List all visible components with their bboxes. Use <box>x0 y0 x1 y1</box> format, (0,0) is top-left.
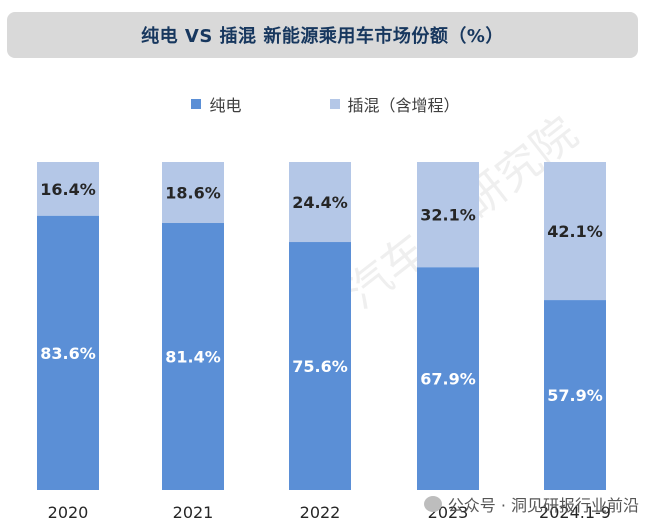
x-tick-label-2021: 2021 <box>173 503 214 522</box>
x-tick-label-2020: 2020 <box>48 503 89 522</box>
legend-swatch-phev <box>329 99 340 109</box>
data-label-phev-2020: 16.4% <box>40 180 96 199</box>
watermark-text: 公众号 · 洞见研报行业前沿 <box>447 496 639 515</box>
bar-phev-2024.1-9 <box>544 162 606 301</box>
chart-title: 纯电 VS 插混 新能源乘用车市场份额（%） <box>141 26 504 47</box>
legend-label-phev: 插混（含增程） <box>347 96 460 115</box>
x-tick-label-2024.1-9: 2024.1-9 <box>539 503 611 522</box>
legend: 纯电 插混（含增程） <box>0 92 651 116</box>
legend-label-bev: 纯电 <box>209 96 242 115</box>
x-tick-label-2022: 2022 <box>300 503 341 522</box>
data-label-bev-2024.1-9: 57.9% <box>547 386 603 405</box>
data-label-bev-2023: 67.9% <box>420 370 476 389</box>
source-watermark: 公众号 · 洞见研报行业前沿 <box>423 492 639 516</box>
bar-phev-2023 <box>417 162 479 268</box>
bar-bev-2022 <box>289 242 351 490</box>
data-label-phev-2021: 18.6% <box>165 184 221 203</box>
bar-bev-2021 <box>162 223 224 490</box>
legend-item-bev: 纯电 <box>191 92 242 116</box>
wechat-icon <box>423 496 442 512</box>
legend-swatch-bev <box>191 99 202 109</box>
bar-phev-2021 <box>162 162 224 224</box>
data-label-phev-2022: 24.4% <box>292 193 348 212</box>
bar-phev-2020 <box>37 162 99 216</box>
data-label-bev-2020: 83.6% <box>40 344 96 363</box>
bar-bev-2024.1-9 <box>544 300 606 490</box>
bar-bev-2020 <box>37 215 99 491</box>
data-label-bev-2022: 75.6% <box>292 357 348 376</box>
bar-bev-2023 <box>417 267 479 490</box>
data-label-phev-2024.1-9: 42.1% <box>547 222 603 241</box>
legend-item-phev: 插混（含增程） <box>329 92 460 116</box>
chart-title-bar: 纯电 VS 插混 新能源乘用车市场份额（%） <box>7 12 638 58</box>
data-label-phev-2023: 32.1% <box>420 206 476 225</box>
data-label-bev-2021: 81.4% <box>165 348 221 367</box>
bar-phev-2022 <box>289 162 351 243</box>
